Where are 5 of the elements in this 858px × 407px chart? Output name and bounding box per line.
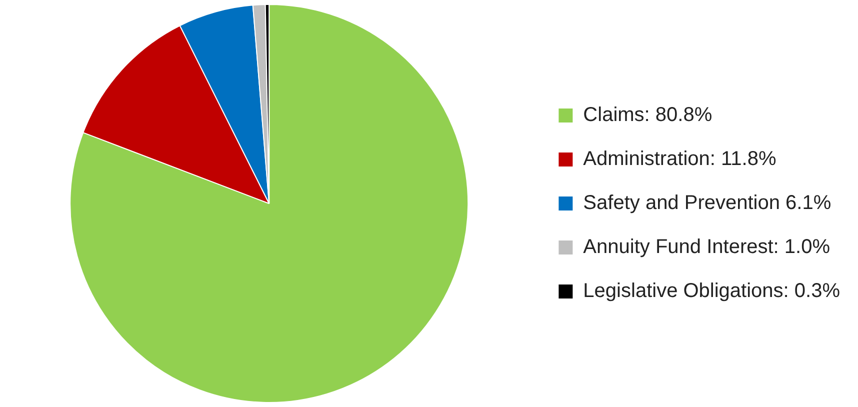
legend-label: Legislative Obligations: 0.3% — [583, 280, 840, 302]
legend-label: Annuity Fund Interest: 1.0% — [583, 236, 830, 258]
legend-label: Safety and Prevention 6.1% — [583, 192, 832, 214]
legend-label: Administration: 11.8% — [583, 148, 776, 170]
legend-label: Claims: 80.8% — [583, 104, 712, 126]
